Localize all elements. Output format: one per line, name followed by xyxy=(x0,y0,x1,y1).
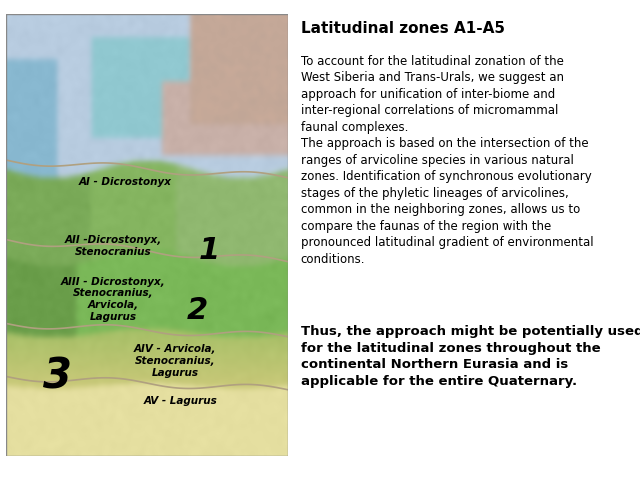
Text: 1: 1 xyxy=(198,236,220,265)
Text: AIV - Arvicola,
Stenocranius,
Lagurus: AIV - Arvicola, Stenocranius, Lagurus xyxy=(134,345,216,378)
Text: 3: 3 xyxy=(43,356,72,397)
Text: AII -Dicrostonyx,
Stenocranius: AII -Dicrostonyx, Stenocranius xyxy=(65,236,162,257)
Text: To account for the latitudinal zonation of the
West Siberia and Trans-Urals, we : To account for the latitudinal zonation … xyxy=(301,55,593,266)
Text: AI - Dicrostonyx: AI - Dicrostonyx xyxy=(78,177,171,187)
Text: Latitudinal zones A1-A5: Latitudinal zones A1-A5 xyxy=(301,21,505,36)
Text: 2: 2 xyxy=(188,296,209,325)
Text: AV - Lagurus: AV - Lagurus xyxy=(144,396,218,406)
Text: AIII - Dicrostonyx,
Stenocranius,
Arvicola,
Lagurus: AIII - Dicrostonyx, Stenocranius, Arvico… xyxy=(61,277,166,322)
Text: Thus, the approach might be potentially used
for the latitudinal zones throughou: Thus, the approach might be potentially … xyxy=(301,325,640,388)
